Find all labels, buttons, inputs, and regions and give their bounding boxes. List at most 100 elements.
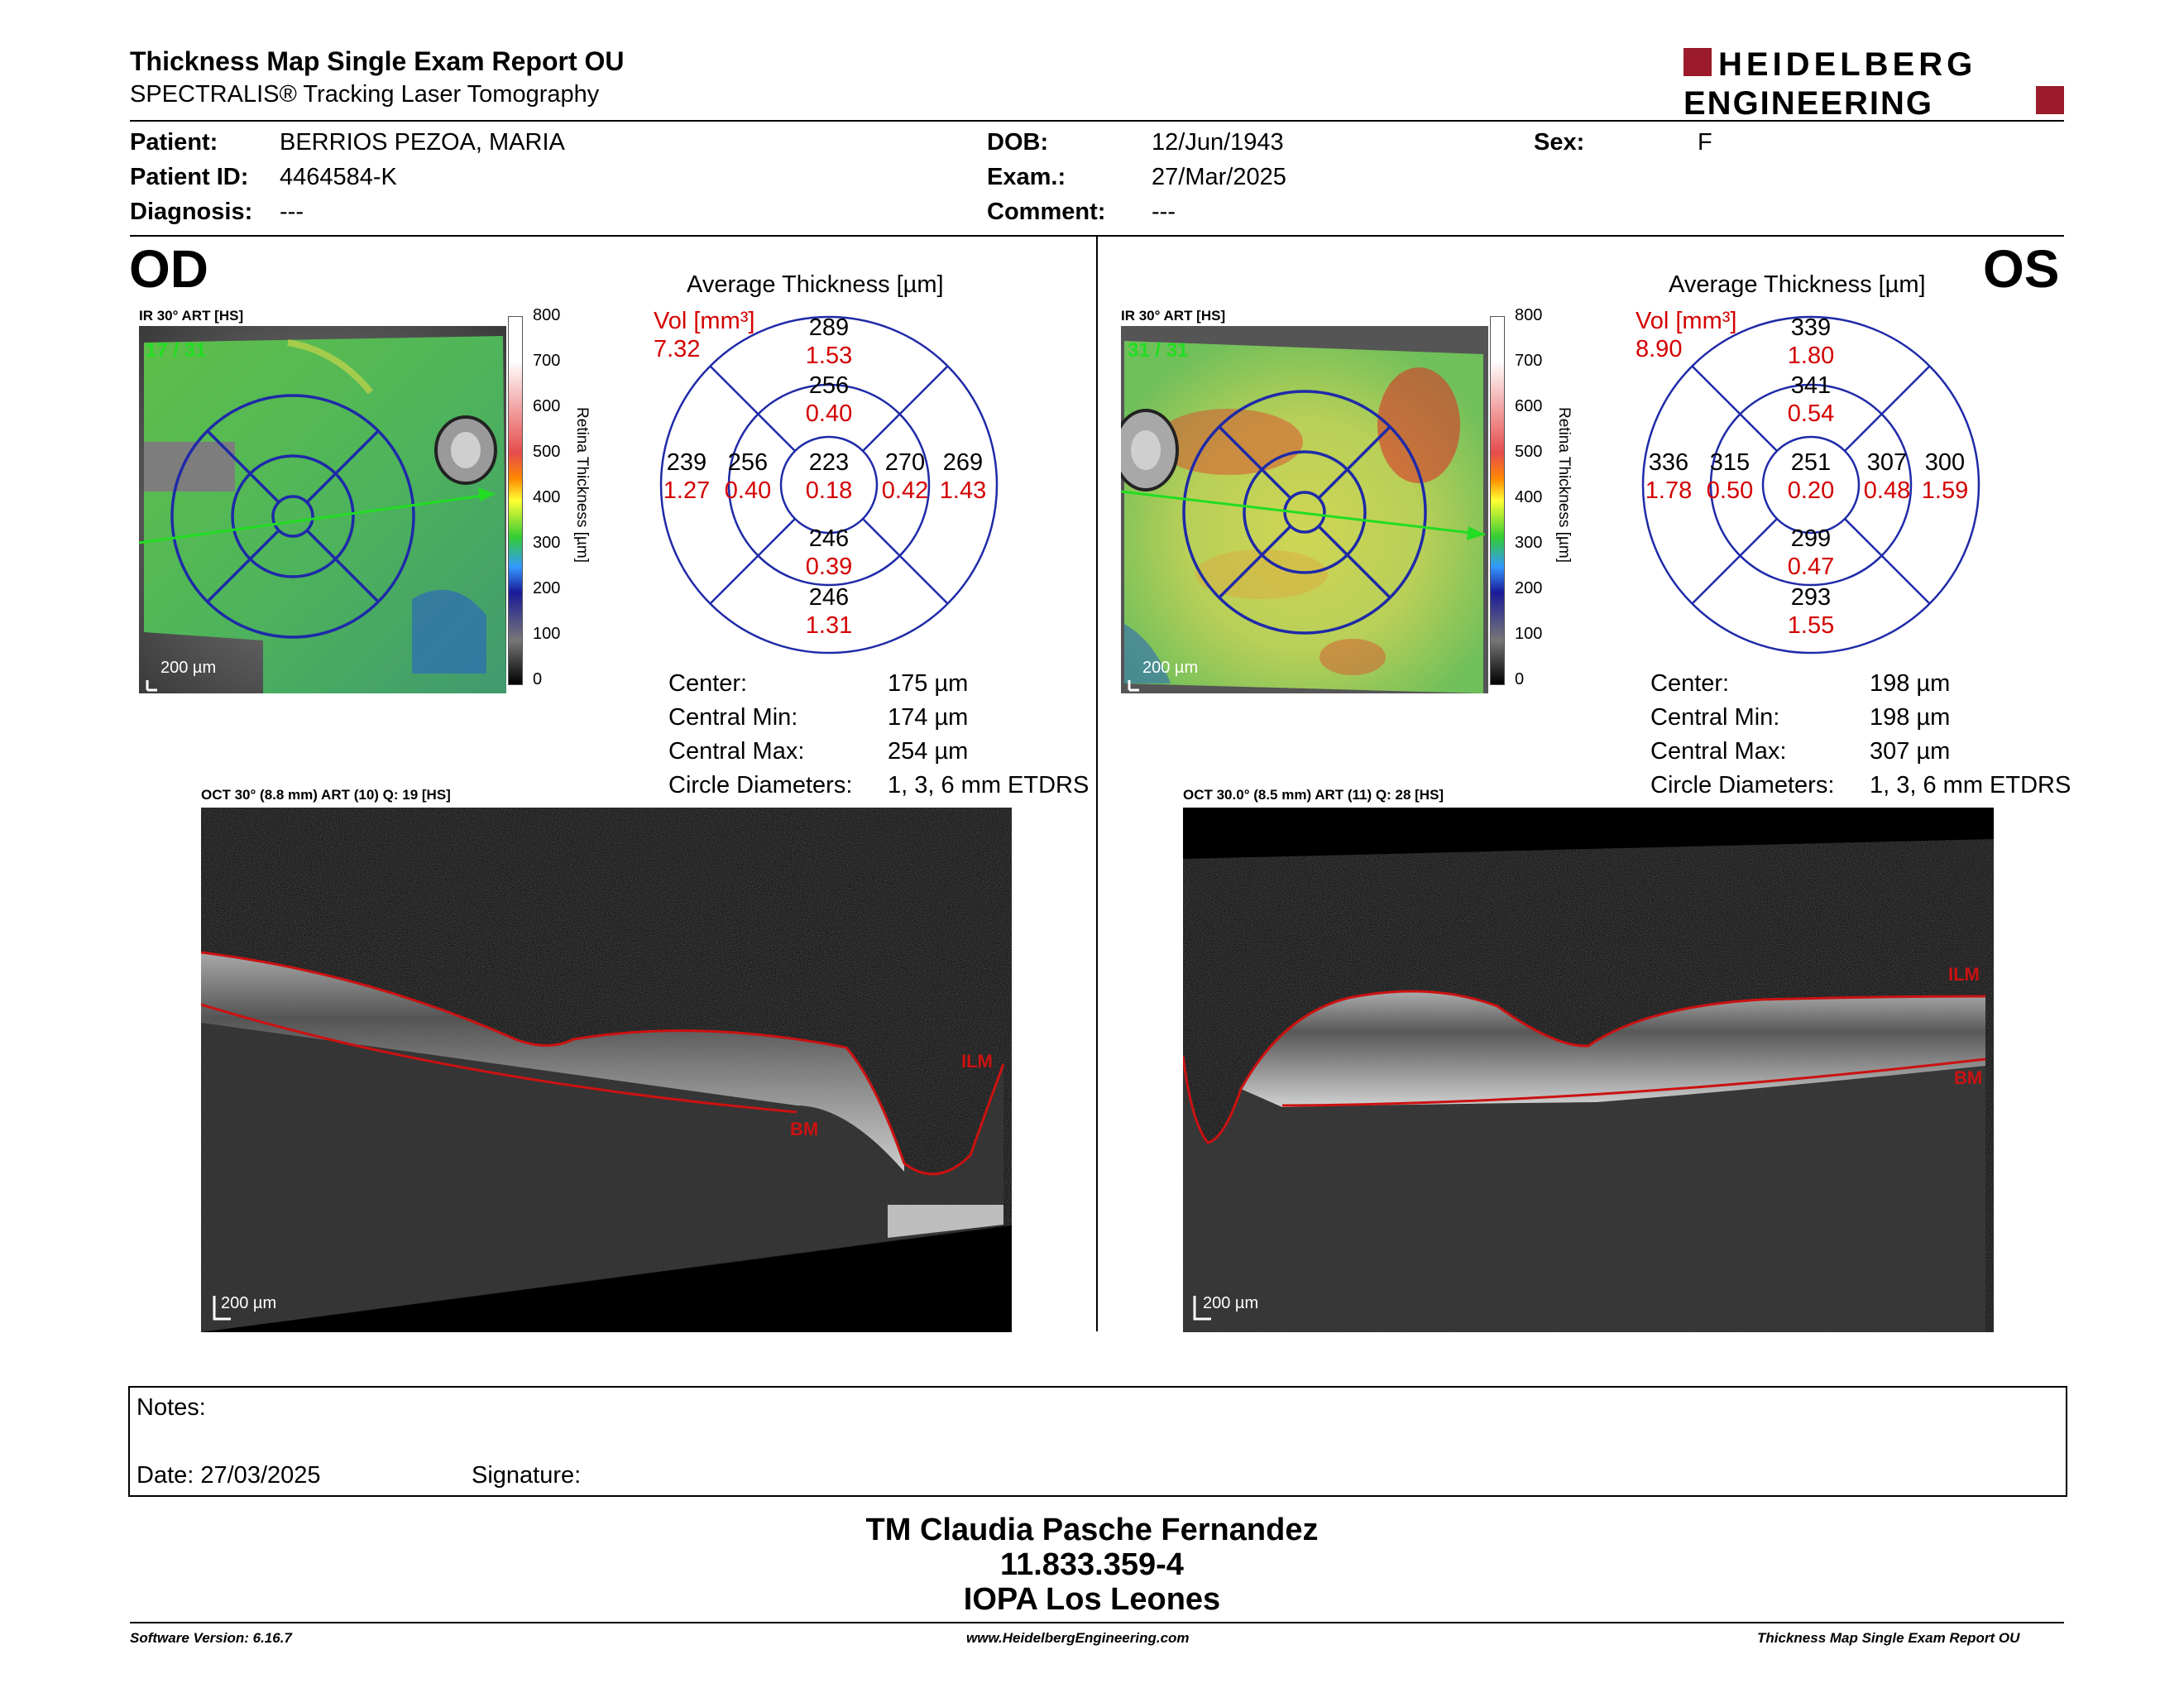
os-inner-left-vol: 0.50 (1706, 477, 1754, 504)
od-bm-label: BM (790, 1119, 819, 1139)
os-scale-tick: 800 (1515, 306, 1543, 324)
od-scale-tick: 600 (533, 397, 561, 415)
os-eye-label: OS (1983, 239, 2060, 299)
od-outer-superior-vol: 1.53 (805, 343, 853, 369)
os-inner-inferior: 299 (1790, 525, 1832, 552)
os-outer-inferior: 293 (1790, 584, 1832, 611)
patient-label: Patient: (130, 129, 218, 156)
od-scale-tick: 800 (533, 306, 561, 324)
os-vol-label: Vol [mm³] (1636, 308, 1737, 334)
os-oct-scale: 200 µm (1203, 1294, 1259, 1312)
info-divider (130, 235, 2064, 237)
os-scale-tick: 0 (1515, 670, 1525, 688)
notes-date: Date: 27/03/2025 (136, 1462, 321, 1489)
od-map-scale-bar: 200 µm (160, 659, 217, 677)
os-inner-right: 307 (1866, 449, 1908, 476)
os-outer-left-vol: 1.78 (1645, 477, 1693, 504)
od-inner-left-vol: 0.40 (724, 477, 772, 504)
od-eye-label: OD (129, 239, 208, 299)
od-inner-inferior: 246 (808, 525, 850, 552)
os-inner-superior: 341 (1790, 372, 1832, 399)
od-stat-max-label: Central Max: (668, 738, 805, 765)
exam-label: Exam.: (987, 164, 1066, 190)
report-title: Thickness Map Single Exam Report OU (130, 46, 625, 76)
od-etdrs-grid (659, 315, 999, 655)
os-outer-superior-vol: 1.80 (1787, 343, 1835, 369)
od-inner-right: 270 (884, 449, 926, 476)
od-average-title: Average Thickness [µm] (687, 271, 944, 298)
footer-website[interactable]: www.HeidelbergEngineering.com (966, 1630, 1190, 1646)
os-scale-tick: 700 (1515, 352, 1543, 370)
od-ir-label: IR 30° ART [HS] (139, 308, 244, 324)
od-vol-label: Vol [mm³] (654, 308, 755, 334)
logo-line1: HEIDELBERG (1718, 46, 1976, 83)
os-stat-center-value: 198 µm (1870, 670, 1951, 697)
os-scale-label: Retina Thickness [µm] (1555, 407, 1573, 563)
sex-label: Sex: (1534, 129, 1585, 156)
os-ilm-label: ILM (1948, 964, 1980, 985)
signature-id: 11.833.359-4 (1000, 1547, 1184, 1582)
od-outer-superior: 289 (808, 314, 850, 341)
os-inner-inferior-vol: 0.47 (1787, 554, 1835, 580)
os-oct-label: OCT 30.0° (8.5 mm) ART (11) Q: 28 [HS] (1183, 787, 1444, 803)
od-stat-min-label: Central Min: (668, 704, 798, 731)
os-outer-inferior-vol: 1.55 (1787, 612, 1835, 639)
od-inner-right-vol: 0.42 (881, 477, 929, 504)
dob-label: DOB: (987, 129, 1049, 156)
os-stat-max-label: Central Max: (1650, 738, 1787, 765)
sex-value: F (1698, 129, 1712, 156)
od-vol-value: 7.32 (654, 336, 701, 362)
os-outer-superior: 339 (1790, 314, 1832, 341)
od-scale-tick: 300 (533, 534, 561, 552)
os-scale-tick: 200 (1515, 579, 1543, 597)
od-scale-tick: 700 (533, 352, 561, 370)
od-scale-tick: 400 (533, 488, 561, 506)
od-stat-center-label: Center: (668, 670, 748, 697)
center-divider (1096, 237, 1098, 1331)
os-frames: 31 / 31 (1128, 339, 1189, 362)
od-scale-tick: 500 (533, 443, 561, 461)
od-oct-bscan (201, 808, 1012, 1332)
os-stat-min-value: 198 µm (1870, 704, 1951, 731)
os-stat-diam-value: 1, 3, 6 mm ETDRS (1870, 772, 2071, 798)
os-scale-tick: 600 (1515, 397, 1543, 415)
od-frames: 17 / 31 (146, 339, 207, 362)
od-stat-max-value: 254 µm (888, 738, 969, 765)
od-scale-tick: 0 (533, 670, 543, 688)
od-center-vol: 0.18 (805, 477, 853, 504)
od-scale-tick: 100 (533, 625, 561, 643)
od-scale-label: Retina Thickness [µm] (573, 407, 591, 563)
od-sector-values: 289 1.53 256 0.40 223 0.18 246 0.39 246 … (659, 314, 999, 655)
footer-divider (130, 1622, 2064, 1623)
od-outer-inferior: 246 (808, 584, 850, 611)
od-stat-center-value: 175 µm (888, 670, 969, 697)
od-stat-diam-value: 1, 3, 6 mm ETDRS (888, 772, 1090, 798)
report-subtitle: SPECTRALIS® Tracking Laser Tomography (130, 81, 600, 108)
footer-software: Software Version: 6.16.7 (130, 1630, 292, 1646)
od-outer-left: 239 (666, 449, 707, 476)
os-stat-center-label: Center: (1650, 670, 1730, 697)
os-scale-tick: 500 (1515, 443, 1543, 461)
os-stat-max-value: 307 µm (1870, 738, 1951, 765)
od-oct-scale: 200 µm (221, 1294, 277, 1312)
os-inner-superior-vol: 0.54 (1787, 400, 1835, 427)
footer-report-name: Thickness Map Single Exam Report OU (1757, 1630, 2020, 1646)
notes-label: Notes: (136, 1394, 206, 1421)
logo-line2: ENGINEERING (1684, 85, 1933, 119)
notes-box: Notes: Date: 27/03/2025 Signature: (128, 1386, 2067, 1497)
od-outer-inferior-vol: 1.31 (805, 612, 853, 639)
od-outer-right-vol: 1.43 (939, 477, 987, 504)
os-average-title: Average Thickness [µm] (1669, 271, 1926, 298)
os-inner-left: 315 (1709, 449, 1751, 476)
os-stat-min-label: Central Min: (1650, 704, 1780, 731)
od-inner-inferior-vol: 0.39 (805, 554, 853, 580)
os-sector-values: 339 1.80 341 0.54 251 0.20 299 0.47 293 … (1640, 314, 1981, 655)
od-ilm-label: ILM (961, 1051, 993, 1072)
os-outer-left: 336 (1648, 449, 1689, 476)
os-stat-diam-label: Circle Diameters: (1650, 772, 1835, 798)
patient-name: BERRIOS PEZOA, MARIA (280, 129, 565, 156)
os-ir-map: IR 30° ART [HS] 31 / 3 (1121, 308, 1488, 693)
os-color-scale: 800 700 600 500 400 300 200 100 0 Retina… (1490, 306, 1614, 688)
signature-name: TM Claudia Pasche Fernandez (865, 1513, 1319, 1547)
od-thickness-map (139, 326, 506, 693)
